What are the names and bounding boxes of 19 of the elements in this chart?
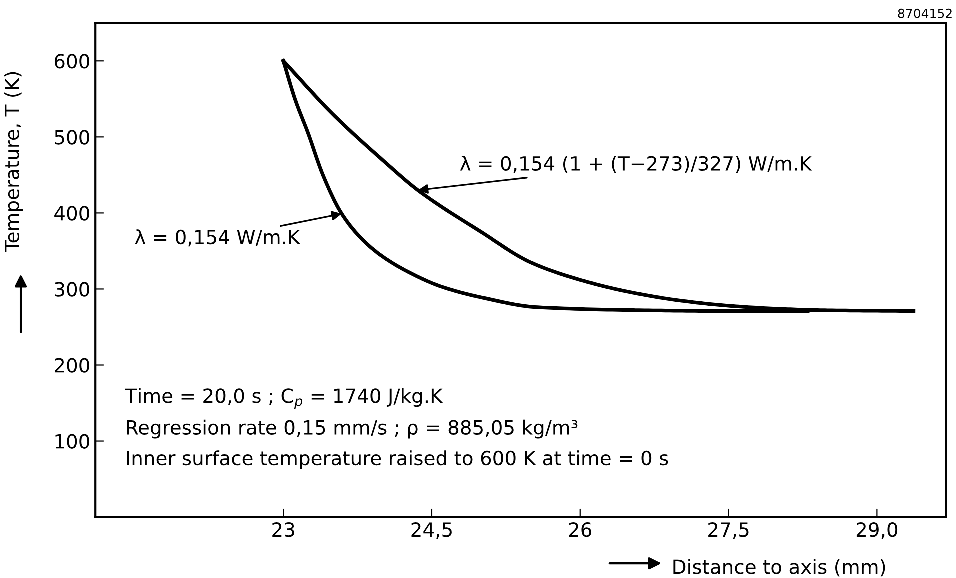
annotation: Regression rate 0,15 mm/s ; ρ = 885,05 kg/m³ [127, 420, 578, 439]
x-tick-label: 23 [272, 522, 294, 538]
annotation: λ = 0,154 (1 + (T−273)/327) W/m.K [460, 156, 812, 174]
x-tick-label: 29,0 [856, 522, 898, 540]
y-tick-label: 100 [56, 434, 90, 449]
y-axis-title: Temperature, T (K) [4, 72, 24, 252]
y-tick-label: 500 [55, 130, 90, 145]
y-tick-label: 300 [55, 282, 90, 297]
x-tick-label: 24,5 [412, 522, 452, 540]
y-tick-label: 400 [54, 206, 90, 221]
annotation: Time = 20,0 s ; C$_{p}$ = 1740 J/kg.K [125, 388, 444, 410]
annotation: Inner surface temperature raised to 600 K at time = 0 s [127, 450, 668, 470]
annotation: λ = 0,154 W/m.K [135, 230, 301, 247]
text: 8704152 [898, 8, 952, 18]
y-tick-label: 200 [55, 358, 90, 373]
x-tick-label: 26 [569, 522, 592, 538]
x-tick-label: 27,5 [708, 522, 749, 540]
x-axis-title: Distance to axis (mm) [674, 559, 886, 577]
y-tick-label: 600 [54, 54, 90, 69]
